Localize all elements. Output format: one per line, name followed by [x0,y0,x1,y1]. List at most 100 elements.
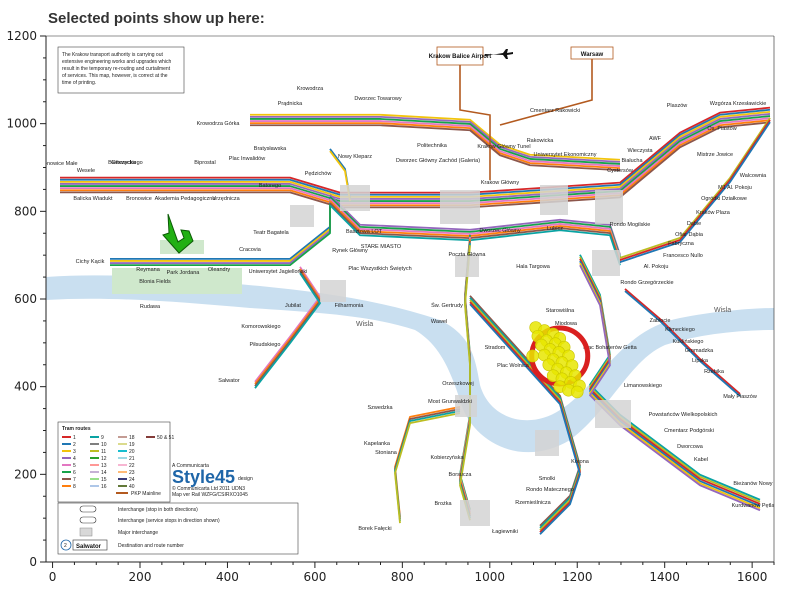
map-key: Interchange (stop in both directions) In… [57,502,299,555]
brand-sub: design [238,476,253,482]
interchanges [290,185,631,526]
tram-route-line [250,124,621,172]
station-label: Dąbie [687,221,701,227]
tram-route-line [250,115,621,163]
x-tick-label: 600 [303,570,326,584]
station-label: Urzędnicza [212,196,240,202]
legend-route-label: 7 [73,477,76,483]
key-item: Interchange (stop in both directions) [118,507,198,513]
station-labels: Prądnicka Bratysławska Krowodrza Górka Dwor… [38,86,774,535]
station-label: Rondo Mogilskie [610,222,651,228]
station-label: Ogródki Działkowe [701,196,747,202]
legend-route-label: 40 [129,484,135,490]
river-wisla [46,275,774,453]
selected-points [526,321,591,399]
key-item: Major interchange [118,530,158,536]
station-label: Francesco Nullo [663,253,703,259]
tram-route-line [250,118,621,165]
station-label: Borek Fałęcki [358,526,391,532]
station-label: Klimeckiego [665,327,695,333]
legend-route-label: 4 [73,456,76,462]
station-label: Mistrze Jowice [697,152,733,158]
station-label: M1 Al. Pokoju [718,185,752,191]
interchange-block [535,430,559,456]
station-label: Filharmonia [335,303,365,309]
legend-route-label: 8 [73,484,76,490]
station-label: Ofiar Dąbia [675,232,704,238]
tram-route-line [250,120,621,167]
selected-point[interactable] [526,349,539,363]
brand-logo: A Communicarta Style45 design © Communic… [172,463,253,498]
y-tick-label: 1000 [6,117,37,131]
legend-route-label: 16 [101,484,107,490]
interchange-block [595,400,631,428]
tram-route-line [254,272,321,389]
station-label: Łagiewniki [492,529,518,535]
station-label: Pędzichów [305,171,332,177]
legend-route-label: 9 [101,435,104,441]
station-label: Uniwersytet Jagielloński [249,269,308,275]
tram-route-line [579,258,761,505]
station-label: Batorego [259,183,281,189]
legend-route-label: 11 [101,449,106,455]
selected-point[interactable] [570,385,584,399]
station-label: Blonia Fields [139,279,171,285]
legend-pkp: PKP Mainline [131,491,161,497]
airport-label: Krakow Balice Airport [429,54,491,60]
station-label: Nowy Kleparz [338,154,372,160]
tram-route-line [469,303,581,535]
station-label: Św. Gertrudy [431,301,463,309]
x-tick-label: 1400 [649,570,680,584]
y-tick-label: 1200 [6,29,37,43]
station-label: Walcownia [740,173,767,179]
interchange-block [455,395,477,417]
legend-route-label: 24 [129,477,135,483]
interchange-block [455,255,479,277]
station-label: Lubicz [547,226,563,232]
station-label: Wzgórza Krzesławickie [710,101,767,107]
station-label: Krowodrza [297,86,324,92]
interchange-block [290,205,314,227]
station-label: Krowodrza Górka [197,121,241,127]
station-label: Bronowice Małe [38,161,77,167]
station-label: Brożka [434,501,452,507]
x-tick-label: 800 [391,570,414,584]
legend-route-label: 22 [129,463,135,469]
station-label: Lipska [692,358,709,364]
station-label: Bratysławska [254,146,287,152]
station-label: Rynek Główny [332,248,368,254]
copyright-line: © Communicarta Ltd 2011 UDN3 [172,485,245,492]
station-label: Cystersów [607,168,633,174]
y-axis: 0 200 400 600 800 1000 1200 [6,29,46,569]
interchange-block [595,190,623,224]
station-label: Plac Bohaterów Getta [583,345,637,351]
plane-icon [485,49,513,59]
route-legend: Tram routes 1234567891011121314151618192… [57,421,174,503]
legend-route-label: 6 [73,470,76,476]
tram-map: Prądnicka Bratysławska Krowodrza Górka Dwor… [38,46,774,555]
station-label: Teatr Bagatela [253,230,289,236]
station-label: Stoniana [375,450,398,456]
legend-route-label: 13 [101,463,107,469]
station-label: Piłsudskiego [250,342,281,348]
tram-route-line [394,412,461,524]
station-label: Cmentarz Rakowicki [530,108,580,114]
station-label: Wawel [431,319,447,325]
notice-line: The Krakow transport authority is carryi… [62,52,163,58]
legend-route-label: 18 [129,435,135,441]
station-label: Dworzec Towarowy [354,96,402,102]
hand-cursor-icon [162,213,194,254]
station-label: Os. Piastów [707,126,736,132]
station-label: Kobierzyńska [430,455,464,461]
station-label: STARE MIASTO [361,244,402,250]
station-label: Starowiślna [546,308,575,314]
station-label: Rondo Matecznego [526,487,574,493]
legend-route-label: 21 [129,456,135,462]
station-label: Poczta Główna [449,252,487,258]
brand-main: Style45 [172,467,235,487]
y-tick-label: 600 [14,292,37,306]
station-label: Cracovia [239,247,262,253]
interchange-block [320,280,346,302]
interchange-block [540,185,568,215]
